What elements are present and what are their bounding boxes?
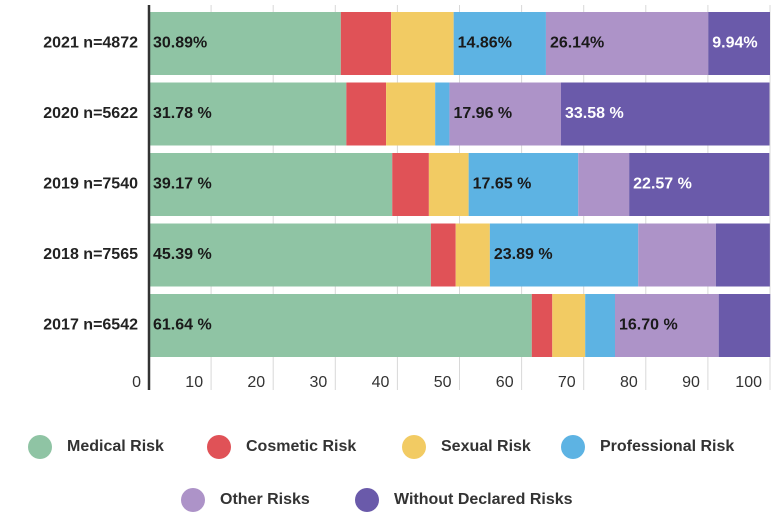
bar-segment <box>435 82 450 146</box>
bar-segment <box>545 12 709 75</box>
x-tick-label: 0 <box>132 374 141 391</box>
value-label: 23.89 % <box>494 246 553 263</box>
legend-swatch <box>28 435 52 459</box>
bar-segment <box>149 82 347 146</box>
bar-segment <box>149 223 431 287</box>
bar-segment <box>552 294 586 357</box>
x-tick-label: 60 <box>496 374 514 391</box>
value-label: 45.39 % <box>153 246 212 263</box>
category-label: 2018 n=7565 <box>43 246 138 263</box>
legend-label: Without Declared Risks <box>394 491 573 508</box>
x-tick-label: 10 <box>185 374 203 391</box>
bar-segment <box>149 12 341 75</box>
bar-segment <box>585 294 615 357</box>
legend-swatch <box>355 488 379 512</box>
value-label: 30.89% <box>153 35 207 52</box>
bar-segment <box>386 82 436 146</box>
bar-segment <box>149 153 393 216</box>
value-label: 22.57 % <box>633 176 692 193</box>
bar-segment <box>391 12 454 75</box>
bar-segment <box>453 12 546 75</box>
x-tick-label: 20 <box>247 374 265 391</box>
legend-label: Professional Risk <box>600 438 734 455</box>
category-label: 2020 n=5622 <box>43 105 138 122</box>
bar-segment <box>614 294 719 357</box>
category-label: 2021 n=4872 <box>43 35 138 52</box>
category-label: 2017 n=6542 <box>43 317 138 334</box>
x-tick-label: 30 <box>310 374 328 391</box>
bar-segment <box>489 223 639 287</box>
x-tick-label: 90 <box>682 374 700 391</box>
bar-segment <box>346 82 387 146</box>
legend-label: Other Risks <box>220 491 310 508</box>
x-tick-label: 40 <box>372 374 390 391</box>
bar-segment <box>715 223 770 287</box>
bar-segment <box>560 82 770 146</box>
bar-segment <box>430 223 456 287</box>
bar-segment <box>340 12 392 75</box>
bar-segment <box>449 82 561 146</box>
bar-segment <box>392 153 429 216</box>
legend-label: Cosmetic Risk <box>246 438 356 455</box>
bar-segment <box>428 153 469 216</box>
value-label: 26.14% <box>550 35 604 52</box>
x-tick-label: 50 <box>434 374 452 391</box>
legend-swatch <box>402 435 426 459</box>
x-tick-label: 100 <box>735 374 762 391</box>
bar-segment <box>718 294 771 357</box>
legend-label: Sexual Risk <box>441 438 531 455</box>
legend-swatch <box>181 488 205 512</box>
value-label: 61.64 % <box>153 317 212 334</box>
value-label: 17.96 % <box>453 105 512 122</box>
bar-segment <box>638 223 716 287</box>
bar-segment <box>708 12 770 75</box>
category-label: 2019 n=7540 <box>43 176 138 193</box>
value-label: 17.65 % <box>473 176 532 193</box>
x-tick-label: 80 <box>620 374 638 391</box>
legend-label: Medical Risk <box>67 438 164 455</box>
value-label: 9.94% <box>712 35 757 52</box>
value-label: 33.58 % <box>565 105 624 122</box>
bar-segment <box>149 294 532 357</box>
x-tick-label: 70 <box>558 374 576 391</box>
value-label: 31.78 % <box>153 105 212 122</box>
bar-segment <box>629 153 770 216</box>
bar-segment <box>455 223 490 287</box>
value-label: 39.17 % <box>153 176 212 193</box>
legend-swatch <box>207 435 231 459</box>
bar-segment <box>531 294 553 357</box>
bar-segment <box>468 153 579 216</box>
value-label: 16.70 % <box>619 317 678 334</box>
bar-segment <box>578 153 630 216</box>
legend-swatch <box>561 435 585 459</box>
value-label: 14.86% <box>458 35 512 52</box>
